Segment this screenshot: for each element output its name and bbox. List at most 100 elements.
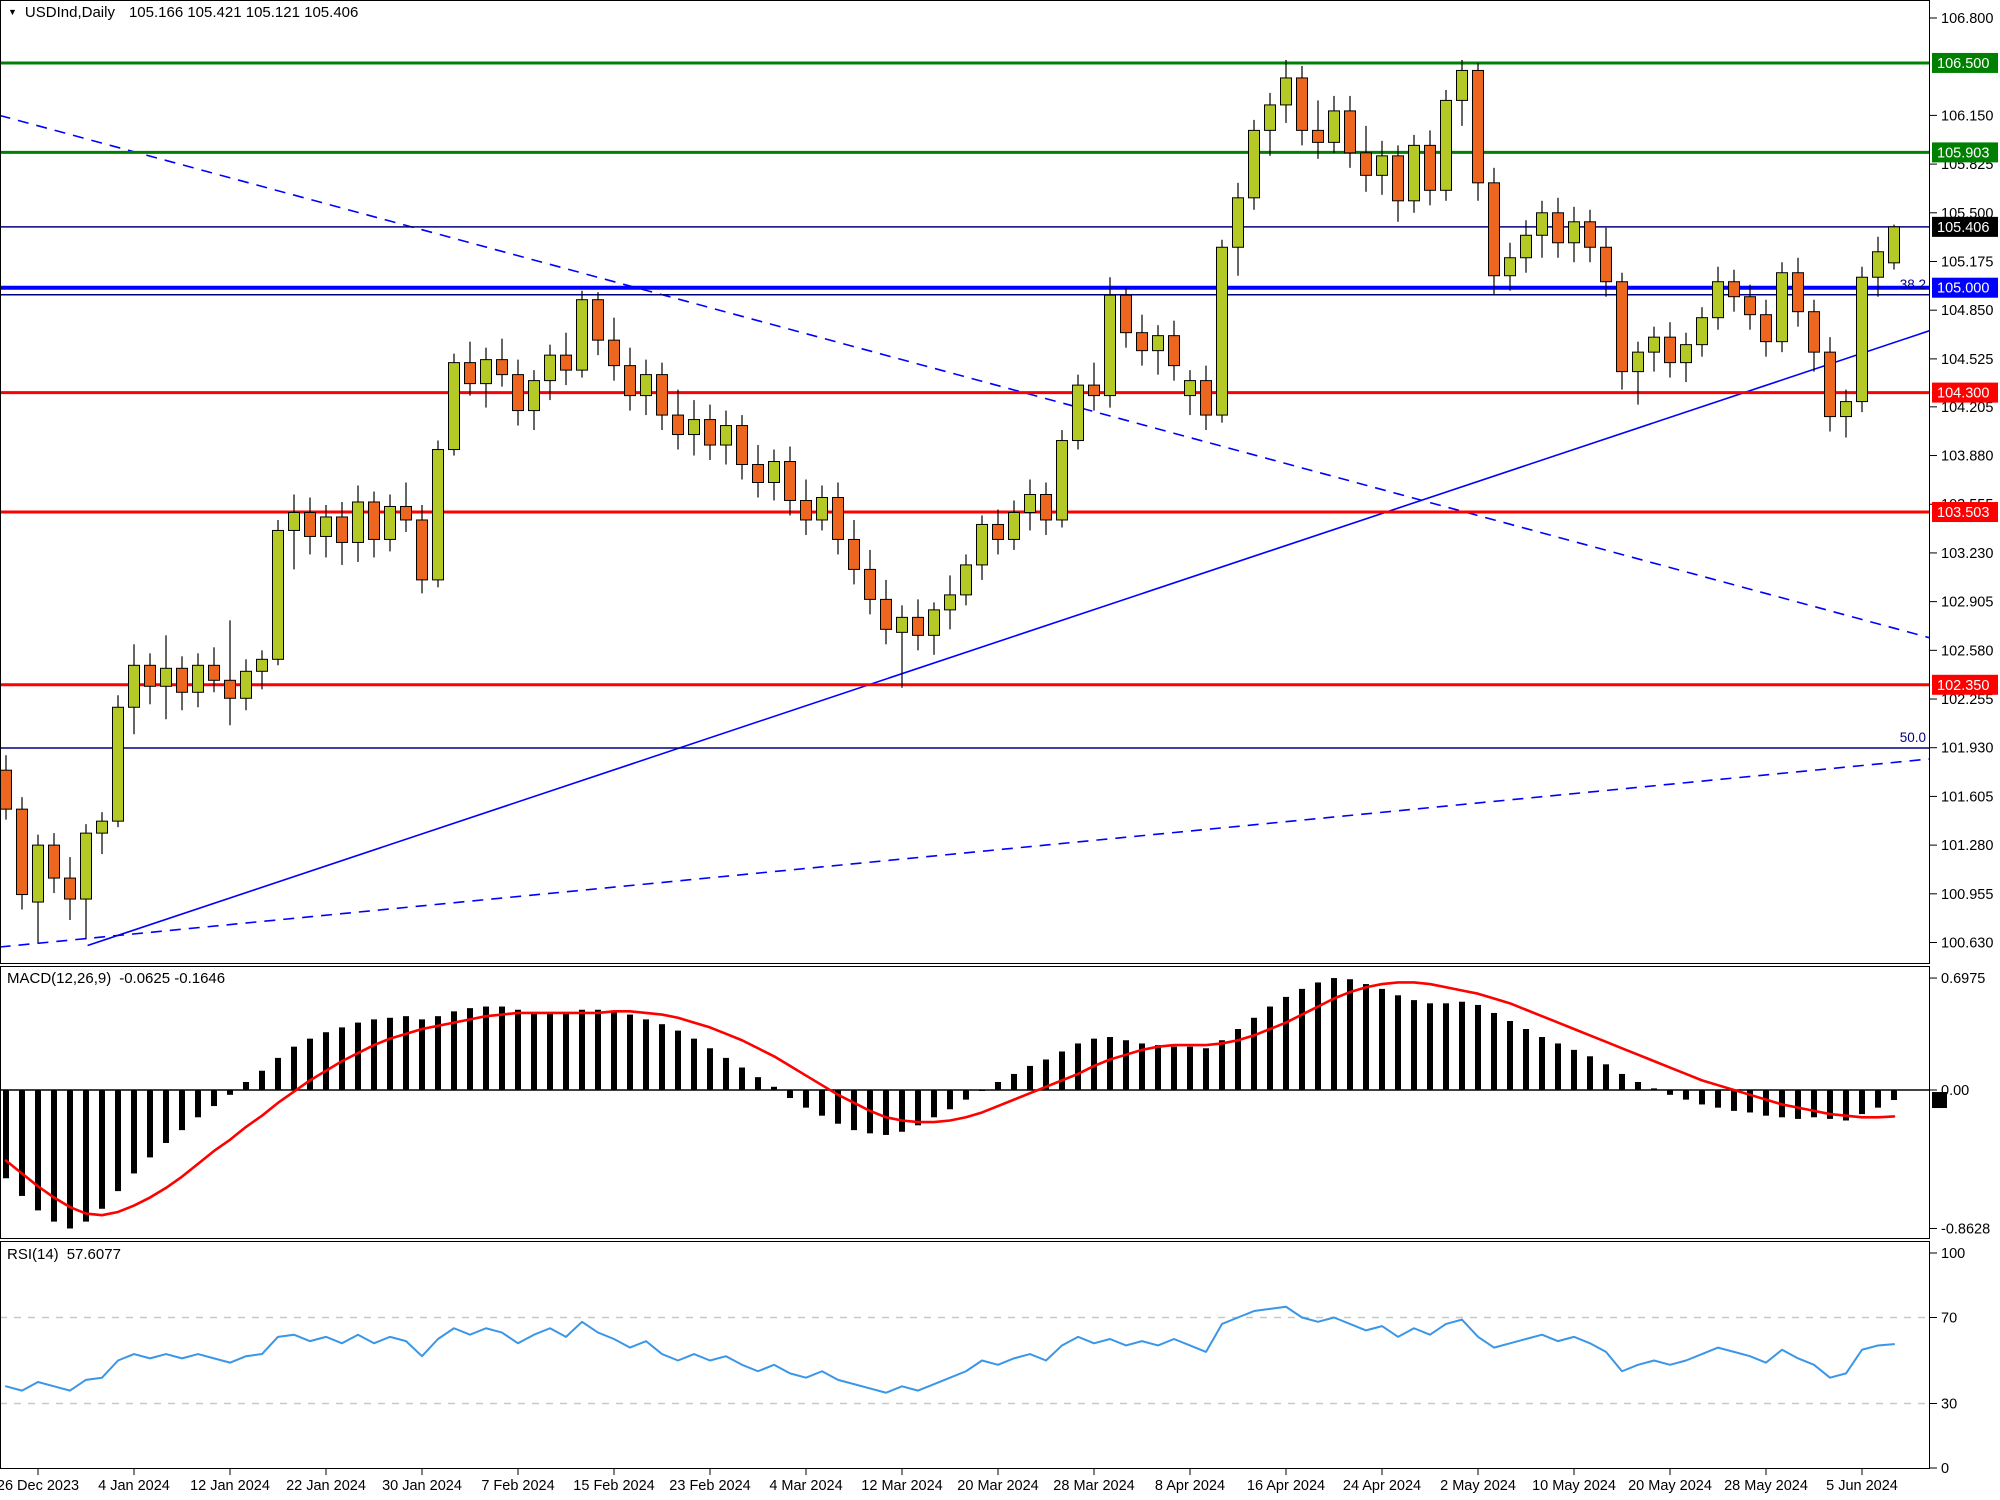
candle-bear <box>992 523 1004 540</box>
candle-bear <box>16 808 28 896</box>
macd-histogram-bar <box>1411 1000 1417 1090</box>
macd-histogram-bar <box>1539 1037 1545 1090</box>
date-tick-label: 24 Apr 2024 <box>1343 1478 1421 1494</box>
trendline-solid-1[interactable] <box>87 328 1938 947</box>
candle-bear <box>464 362 476 385</box>
macd-histogram-bar <box>227 1090 233 1095</box>
price-tick-label: 106.800 <box>1941 11 1993 27</box>
macd-histogram-bar <box>819 1090 825 1116</box>
candle-bull <box>32 844 44 903</box>
rsi-tick-label: 0 <box>1941 1461 1949 1477</box>
date-tick-label: 8 Apr 2024 <box>1155 1478 1225 1494</box>
macd-histogram-bar <box>803 1090 809 1108</box>
macd-histogram-bar <box>643 1019 649 1090</box>
candle-bull <box>1840 401 1852 418</box>
candle-bear <box>736 425 748 466</box>
price-tick-label: 104.850 <box>1941 303 1993 319</box>
rsi-label: RSI(14) 57.6077 <box>7 1246 121 1263</box>
macd-histogram-bar <box>787 1090 793 1099</box>
candle-bull <box>1696 317 1708 346</box>
candle-bear <box>832 496 844 540</box>
rsi-tick-label: 30 <box>1941 1397 1957 1413</box>
candle-bear <box>672 414 684 436</box>
date-tick-label: 15 Feb 2024 <box>573 1478 654 1494</box>
macd-current-value-marker <box>1932 1092 1947 1109</box>
macd-histogram-bar <box>51 1090 57 1222</box>
date-tick-label: 5 Jun 2024 <box>1826 1478 1898 1494</box>
macd-histogram-bar <box>675 1030 681 1090</box>
candle-bull <box>1680 344 1692 364</box>
level-price-box <box>1932 52 1998 73</box>
candle-bear <box>48 844 60 879</box>
macd-tick-label: 0.00 <box>1941 1083 1969 1099</box>
macd-histogram-bar <box>1763 1090 1769 1116</box>
macd-histogram-bar <box>1571 1049 1577 1090</box>
macd-histogram-bar <box>195 1090 201 1118</box>
candle-bull <box>1648 336 1660 353</box>
rsi-name: RSI(14) <box>7 1246 59 1263</box>
macd-histogram-bar <box>531 1012 537 1090</box>
rsi-value: 57.6077 <box>66 1246 121 1263</box>
macd-histogram-bar <box>595 1009 601 1090</box>
candle-bear <box>1600 246 1612 283</box>
macd-histogram-bar <box>1363 984 1369 1090</box>
candle-bull <box>688 419 700 436</box>
candle-bull <box>528 380 540 412</box>
macd-histogram-bar <box>659 1024 665 1090</box>
rsi-area <box>1 1305 1929 1405</box>
macd-histogram-bar <box>947 1090 953 1110</box>
level-price-box-label: 104.300 <box>1937 386 1989 402</box>
macd-histogram-bar <box>147 1090 153 1158</box>
candle-bull <box>1504 257 1516 277</box>
trendline-dashed-2[interactable] <box>0 758 1937 948</box>
date-tick-label: 4 Mar 2024 <box>769 1478 842 1494</box>
candle-bull <box>1376 155 1388 176</box>
macd-histogram-bar <box>963 1090 969 1100</box>
candle-bear <box>656 374 668 416</box>
macd-histogram-bar <box>1059 1051 1065 1090</box>
trendline-dashed-0[interactable] <box>0 114 1937 639</box>
macd-histogram-bar <box>435 1016 441 1090</box>
macd-histogram-bar <box>1299 988 1305 1090</box>
candle-bull <box>1536 212 1548 236</box>
macd-histogram-bar <box>163 1090 169 1143</box>
macd-histogram-bar <box>1443 1003 1449 1090</box>
candle-bear <box>624 365 636 397</box>
macd-histogram-bar <box>1651 1088 1657 1090</box>
candle-bear <box>512 374 524 412</box>
date-tick-label: 4 Jan 2024 <box>98 1478 170 1494</box>
candle-bull <box>896 616 908 633</box>
rsi-panel <box>0 1241 1930 1469</box>
macd-histogram-bar <box>1459 1001 1465 1090</box>
main-panel <box>0 0 1930 964</box>
candle-bull <box>1776 272 1788 343</box>
date-tick-label: 12 Jan 2024 <box>190 1478 270 1494</box>
macd-histogram-bar <box>755 1077 761 1090</box>
macd-histogram-bar <box>1315 982 1321 1090</box>
candle-bear <box>1392 155 1404 202</box>
candle-bear <box>1488 182 1500 277</box>
price-tick-label: 103.230 <box>1941 546 1993 562</box>
date-tick-label: 7 Feb 2024 <box>481 1478 554 1494</box>
candle-bull <box>816 496 828 521</box>
date-tick-label: 16 Apr 2024 <box>1247 1478 1325 1494</box>
candle-bear <box>400 505 412 521</box>
macd-histogram-bar <box>691 1038 697 1090</box>
symbol-dropdown-icon[interactable]: ▼ <box>8 7 17 17</box>
date-tick-label: 2 May 2024 <box>1440 1478 1516 1494</box>
macd-tick-label: 0.6975 <box>1941 971 1985 987</box>
chart-title-bar: ▼ USDInd,Daily 105.166 105.421 105.121 1… <box>8 4 358 21</box>
macd-area <box>1 978 1929 1229</box>
candle-bull <box>1008 511 1020 540</box>
price-tick-label: 101.930 <box>1941 741 1993 757</box>
candle-bear <box>608 339 620 367</box>
candle-bear <box>176 667 188 693</box>
date-tick-label: 28 Mar 2024 <box>1053 1478 1134 1494</box>
macd-histogram-bar <box>1891 1090 1897 1101</box>
candle-bear <box>1616 281 1628 373</box>
macd-histogram-bar <box>1507 1020 1513 1090</box>
candle-bear <box>1200 380 1212 416</box>
rsi-line <box>5 1305 1895 1394</box>
candle-bear <box>1360 152 1372 176</box>
candle-bull <box>240 670 252 699</box>
